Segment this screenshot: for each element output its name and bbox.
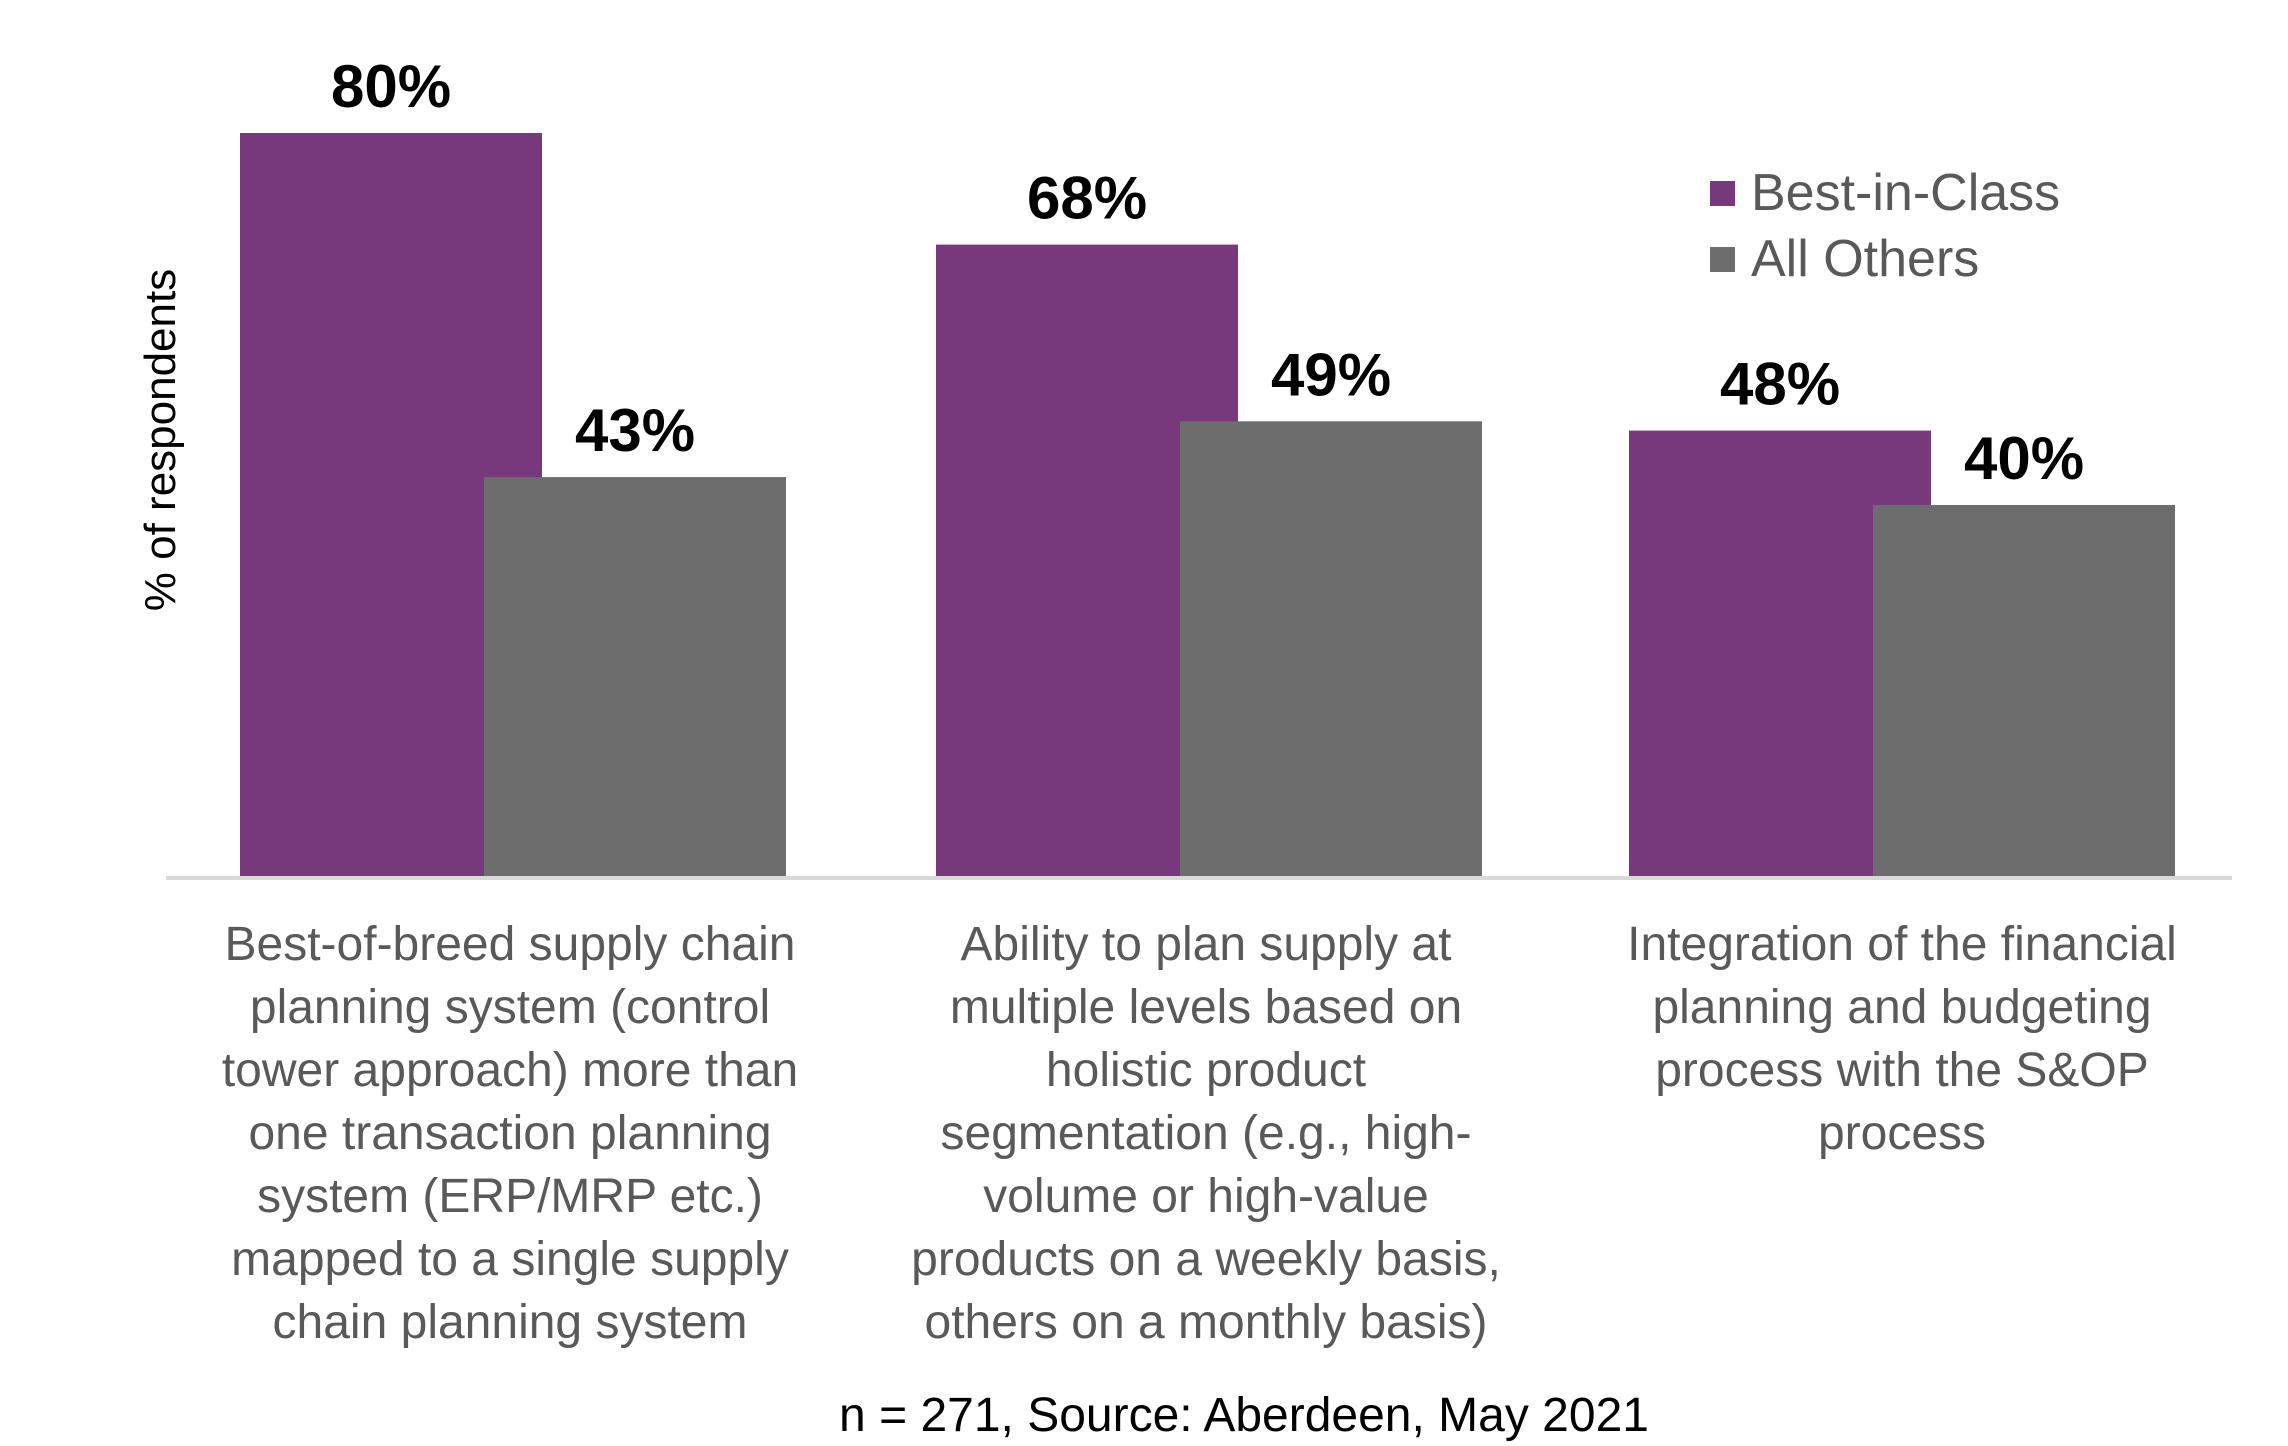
data-label: 48% xyxy=(1720,351,1840,418)
legend-swatch-best-in-class xyxy=(1710,180,1735,206)
legend-swatch-all-others xyxy=(1710,246,1735,272)
category-label-line: segmentation (e.g., high- xyxy=(940,1107,1472,1160)
category-label-line: process with the S&OP xyxy=(1655,1044,2149,1097)
category-label-line: others on a monthly basis) xyxy=(924,1296,1488,1349)
legend-label: All Others xyxy=(1751,230,1980,288)
category-label-line: volume or high-value xyxy=(983,1170,1429,1223)
legend-label: Best-in-Class xyxy=(1751,164,2061,222)
data-label: 68% xyxy=(1027,165,1147,232)
category-label-line: Integration of the financial xyxy=(1627,918,2177,971)
y-axis-label: % of respondents xyxy=(136,268,185,612)
data-label: 43% xyxy=(575,397,695,464)
legend-item-all-others: All Others xyxy=(1710,226,2060,292)
data-label: 40% xyxy=(1964,425,2084,492)
category-label-line: system (ERP/MRP etc.) xyxy=(257,1170,763,1223)
category-label-line: process xyxy=(1817,1107,1987,1160)
category-label-line: chain planning system xyxy=(272,1296,748,1349)
legend: Best-in-Class All Others xyxy=(1710,160,2060,292)
category-label-line: holistic product xyxy=(1045,1044,1367,1097)
legend-item-best-in-class: Best-in-Class xyxy=(1710,160,2060,226)
bar-all-others-3 xyxy=(1873,505,2175,877)
category-label-line: multiple levels based on xyxy=(949,981,1463,1034)
category-label-3: Integration of the financial planning and… xyxy=(1552,913,2252,1165)
category-label-line: Ability to plan supply at xyxy=(960,918,1452,971)
category-label-line: planning and budgeting xyxy=(1652,981,2152,1034)
footnote: n = 271, Source: Aberdeen, May 2021 xyxy=(839,1389,1649,1442)
category-label-2: Ability to plan supply at multiple levels… xyxy=(856,913,1556,1354)
category-label-1: Best-of-breed supply chain planning syste… xyxy=(160,913,860,1354)
category-label-line: Best-of-breed supply chain xyxy=(224,918,796,971)
category-label-line: products on a weekly basis, xyxy=(911,1233,1501,1286)
category-label-line: one transaction planning xyxy=(248,1107,772,1160)
data-label: 80% xyxy=(331,53,451,120)
category-label-line: planning system (control xyxy=(249,981,771,1034)
bar-all-others-2 xyxy=(1180,421,1482,877)
bar-all-others-1 xyxy=(484,477,786,877)
category-label-line: tower approach) more than xyxy=(221,1044,799,1097)
category-label-line: mapped to a single supply xyxy=(231,1233,789,1286)
data-label: 49% xyxy=(1271,341,1391,408)
